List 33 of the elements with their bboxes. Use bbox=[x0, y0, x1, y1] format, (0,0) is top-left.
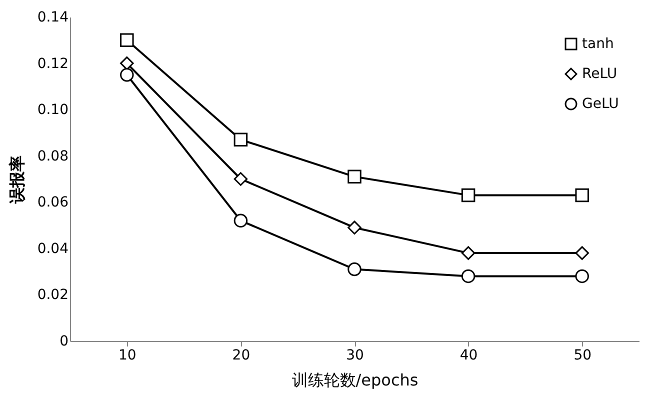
x-tick-label: 30 bbox=[346, 348, 364, 364]
y-tick-label: 0 bbox=[60, 334, 68, 350]
point bbox=[348, 262, 362, 276]
y-tick-label: 0.04 bbox=[37, 240, 69, 257]
x-tick-label: 10 bbox=[118, 348, 136, 364]
x-tick-label: 40 bbox=[460, 348, 478, 364]
point bbox=[575, 188, 589, 202]
point bbox=[461, 246, 476, 260]
point bbox=[461, 188, 476, 202]
point bbox=[348, 220, 362, 234]
x-tick-label: 50 bbox=[574, 348, 592, 364]
legend-label: GeLU bbox=[582, 96, 619, 112]
y-tick-label: 0.02 bbox=[37, 287, 68, 304]
point bbox=[234, 132, 248, 147]
y-axis-title: 误报率 bbox=[7, 156, 26, 204]
x-axis-title: 训练轮数/epochs bbox=[292, 370, 418, 390]
point bbox=[575, 269, 589, 284]
y-tick-label: 0.08 bbox=[37, 148, 68, 164]
point bbox=[120, 68, 134, 82]
point bbox=[575, 246, 589, 260]
point bbox=[120, 56, 134, 70]
x-tick-label: 20 bbox=[232, 348, 250, 364]
point bbox=[234, 172, 248, 186]
point bbox=[234, 214, 248, 228]
legend-label: ReLU bbox=[582, 66, 618, 82]
y-tick-label: 0.10 bbox=[37, 102, 68, 118]
point bbox=[348, 170, 362, 184]
point bbox=[120, 33, 134, 48]
y-tick-label: 0.14 bbox=[37, 10, 69, 26]
point bbox=[461, 269, 476, 284]
y-tick-label: 0.12 bbox=[37, 56, 68, 72]
y-tick-label: 0.06 bbox=[37, 194, 69, 211]
legend-label: tanh bbox=[582, 36, 614, 52]
